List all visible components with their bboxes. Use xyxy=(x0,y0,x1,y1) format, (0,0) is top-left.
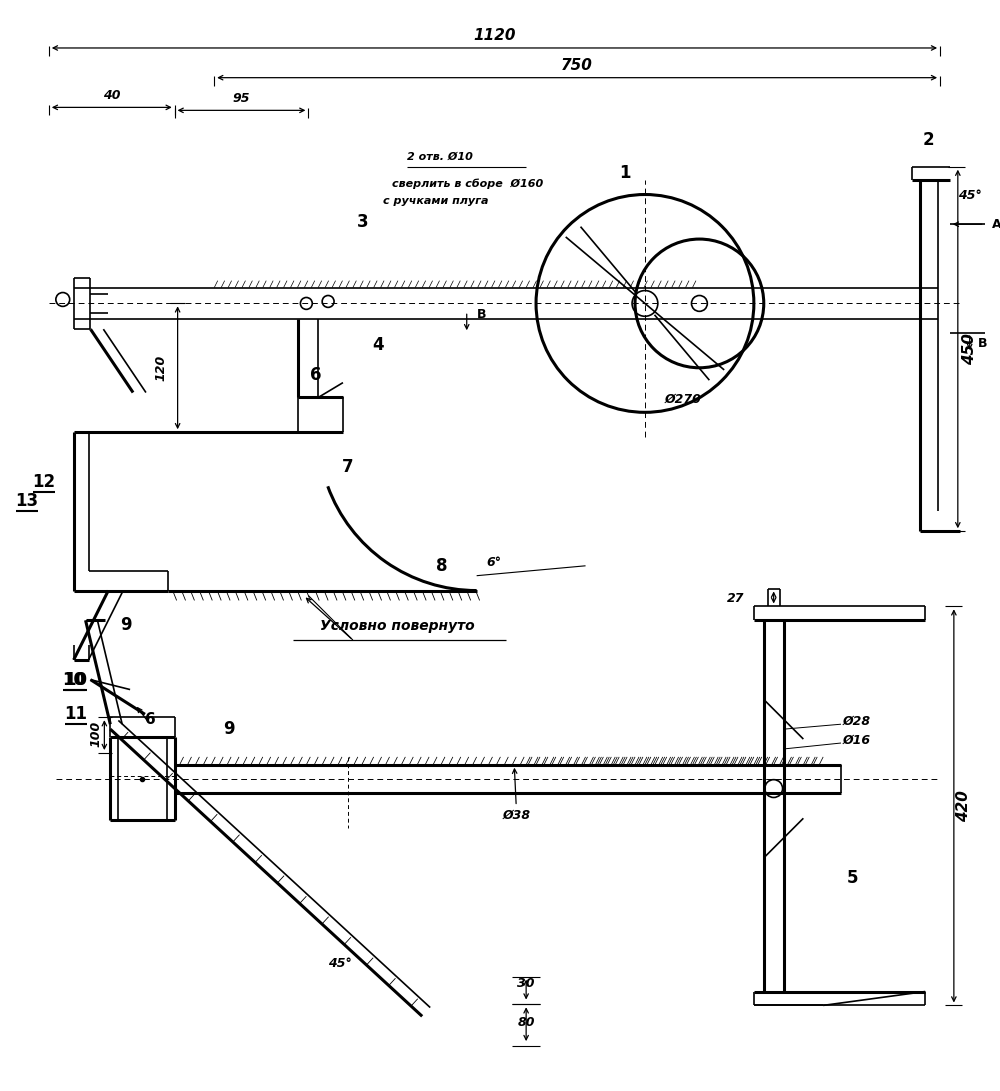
Text: 27: 27 xyxy=(727,592,745,606)
Text: Ø38: Ø38 xyxy=(502,808,530,822)
Text: 8: 8 xyxy=(436,556,448,575)
Text: 9: 9 xyxy=(223,720,235,739)
Text: A: A xyxy=(991,218,1000,230)
Text: 1: 1 xyxy=(619,164,631,182)
Text: сверлить в сборе  Ø160: сверлить в сборе Ø160 xyxy=(392,178,544,189)
Text: 420: 420 xyxy=(956,790,971,822)
Text: 5: 5 xyxy=(847,868,859,887)
Text: 450: 450 xyxy=(962,333,977,364)
Text: 4: 4 xyxy=(372,336,383,353)
Text: B: B xyxy=(978,336,987,349)
Text: 2 отв. Ø10: 2 отв. Ø10 xyxy=(407,152,473,161)
Text: 10: 10 xyxy=(62,671,85,688)
Text: 40: 40 xyxy=(103,89,121,103)
Text: 3: 3 xyxy=(357,213,369,231)
Text: 6: 6 xyxy=(145,712,156,728)
Text: 30: 30 xyxy=(517,976,535,990)
Text: Ø28: Ø28 xyxy=(843,715,871,728)
Text: 13: 13 xyxy=(16,492,39,511)
Text: с ручками плуга: с ручками плуга xyxy=(383,196,488,206)
Text: Ø270: Ø270 xyxy=(665,393,702,406)
Text: Ø16: Ø16 xyxy=(843,734,871,747)
Text: 80: 80 xyxy=(517,1016,535,1029)
Text: 10: 10 xyxy=(64,671,87,688)
Text: 9: 9 xyxy=(120,616,132,634)
Text: 95: 95 xyxy=(233,93,250,106)
Text: 45°: 45° xyxy=(328,957,352,970)
Text: 120: 120 xyxy=(155,355,168,381)
Text: 100: 100 xyxy=(89,721,102,747)
Text: 11: 11 xyxy=(64,705,87,723)
Text: 6°: 6° xyxy=(487,555,502,568)
Text: 750: 750 xyxy=(561,58,593,73)
Text: 1120: 1120 xyxy=(473,28,516,43)
Text: 7: 7 xyxy=(342,458,354,476)
Text: 45°: 45° xyxy=(958,190,982,203)
Text: B: B xyxy=(477,309,486,321)
Text: 2: 2 xyxy=(922,131,934,149)
Text: Условно повернуто: Условно повернуто xyxy=(320,620,475,633)
Text: 6: 6 xyxy=(310,365,322,384)
Text: 12: 12 xyxy=(32,472,56,491)
